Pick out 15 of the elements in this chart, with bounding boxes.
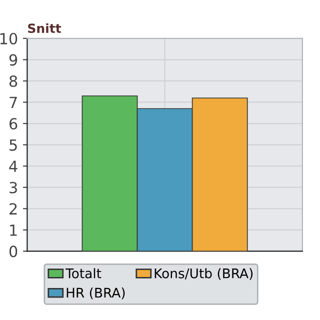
legend-label: Totalt	[65, 268, 102, 278]
y-tick-label: 10	[0, 32, 18, 44]
y-tick-label: 7	[10, 96, 17, 108]
y-tick-label: 6	[10, 118, 18, 130]
y-tick-label: 8	[9, 75, 18, 87]
chart-title: Snitt	[28, 23, 62, 34]
legend-label: HR (BRA)	[66, 288, 125, 300]
y-tick-label: 5	[10, 139, 17, 151]
y-tick-label: 9	[9, 54, 18, 66]
y-tick-label: 0	[9, 246, 18, 258]
y-tick-label: 3	[10, 182, 17, 194]
y-tick-label: 1	[10, 224, 17, 236]
y-tick-label: 2	[10, 203, 17, 214]
legend-label: Kons/Utb (BRA)	[154, 268, 253, 280]
y-tick-label: 4	[9, 160, 18, 172]
